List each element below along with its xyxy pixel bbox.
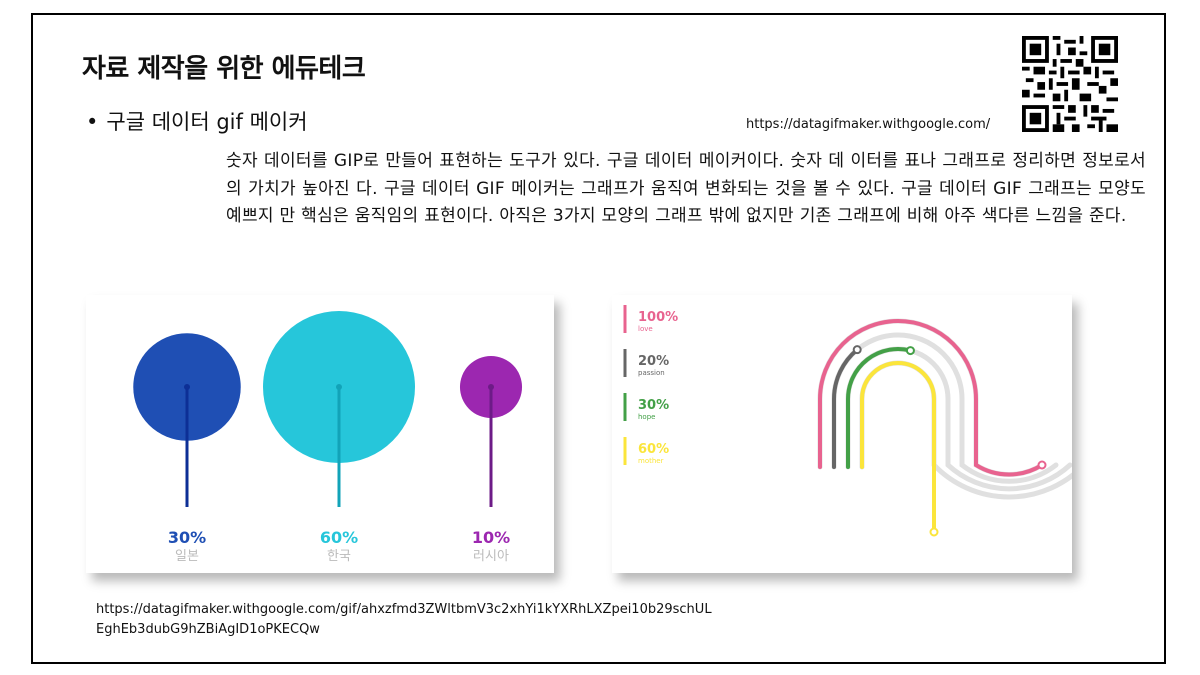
bubble-dot-2 [488,384,494,390]
legend-label: love [638,325,653,333]
legend-value: 60% [638,442,669,457]
qr-code-icon [1022,36,1118,132]
legend-value: 20% [638,354,669,369]
bullet-marker: • [86,110,99,134]
gif-url[interactable]: https://datagifmaker.withgoogle.com/gif/… [96,602,712,637]
bubble-value-label: 30% [168,528,206,547]
bubble-chart: 30% 일본 60% 한국 10% 러시아 [133,311,523,564]
legend-label: passion [638,369,665,377]
bubble-category-label: 한국 [327,549,351,564]
legend-value: 30% [638,398,669,413]
bubble-category-label: 일본 [175,549,199,564]
track-progress-mother [860,361,936,534]
track-end-hope [905,346,915,356]
track-chart: 100%love 20%passion 30%hope 60%mother [623,305,1072,537]
track-progress-hope [846,347,913,469]
track-progress-love [818,319,1044,477]
legend-label: hope [638,413,655,421]
bubble-value-label: 10% [472,528,510,547]
bubble-chart-card: 30% 일본 60% 한국 10% 러시아 [86,295,554,573]
track-progress-passion [832,347,860,469]
track-end-love [1037,460,1047,470]
bubble-dot-0 [184,384,190,390]
track-chart-card: 100% love 20% passion 30% hope 60% mother [612,295,1072,573]
bubble-dot-1 [336,384,342,390]
bullet-text: 구글 데이터 gif 메이커 [106,110,308,134]
legend-label: mother [638,457,664,465]
description-paragraph: 숫자 데이터를 GIP로 만들어 표현하는 도구가 있다. 구글 데이터 메이커… [226,151,1146,226]
track-end-passion [852,345,862,355]
bullet-item: • 구글 데이터 gif 메이커 [86,106,308,136]
slide-title: 자료 제작을 위한 에듀테크 [82,54,366,84]
bubble-category-label: 러시아 [473,549,509,564]
bubble-value-label: 60% [320,528,358,547]
legend-value: 100% [638,310,678,325]
track-end-mother [929,527,939,537]
tool-url[interactable]: https://datagifmaker.withgoogle.com/ [746,117,991,132]
